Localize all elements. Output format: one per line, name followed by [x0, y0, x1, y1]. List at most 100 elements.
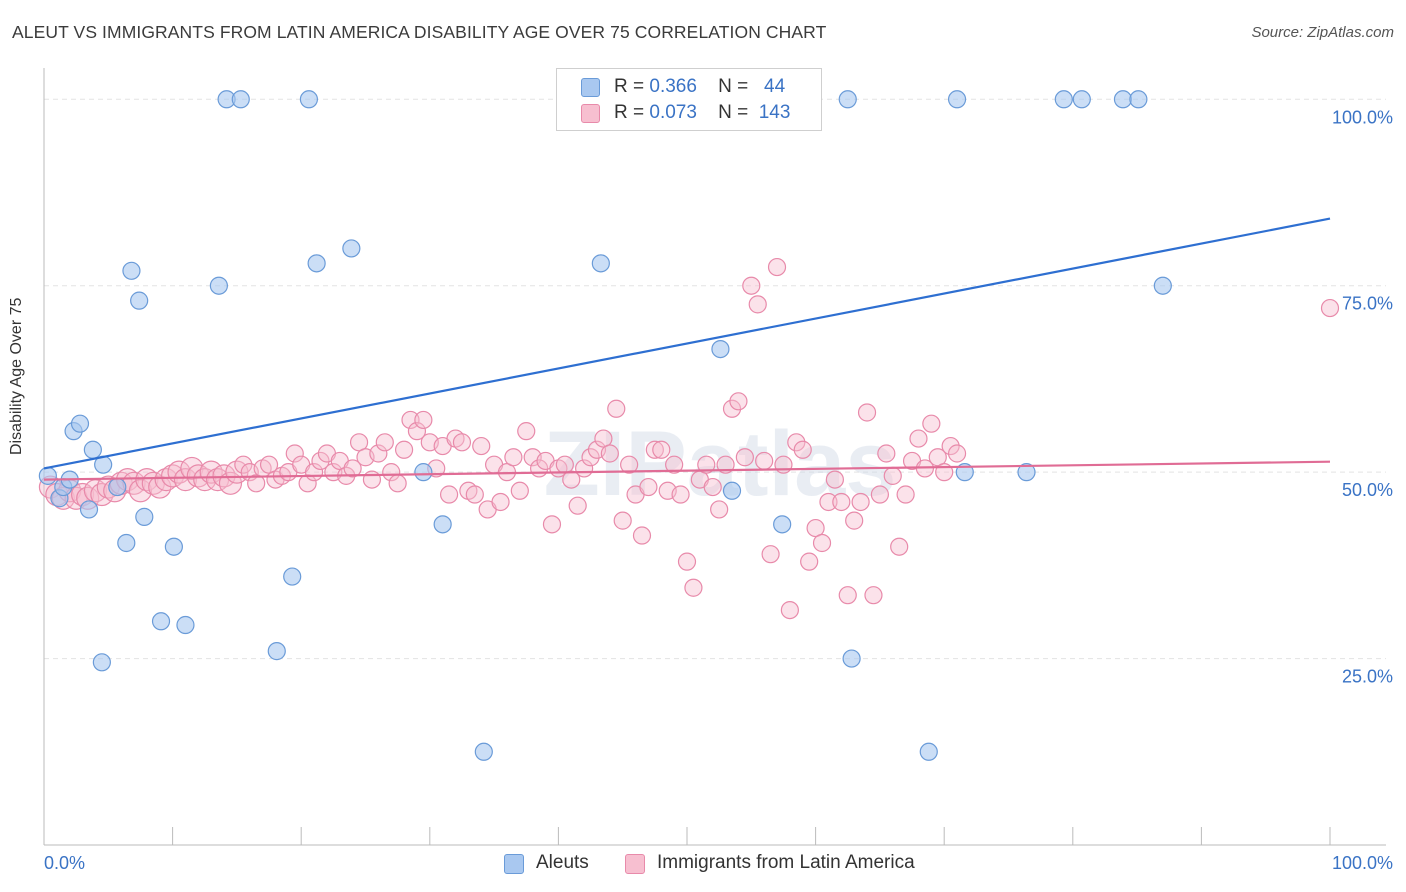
legend-label: Immigrants from Latin America: [657, 852, 915, 873]
latin-point: [632, 526, 652, 545]
latin-point: [472, 436, 491, 456]
latin-point: [491, 492, 510, 512]
series-aleut-points: [38, 90, 1172, 761]
latin-point: [369, 444, 388, 463]
legend-n-value: 143: [758, 102, 791, 123]
latin-point: [517, 422, 536, 441]
aleut-point: [122, 261, 141, 280]
latin-point: [652, 440, 671, 459]
latin-point: [832, 492, 851, 512]
legend-r-value: 0.073: [649, 102, 697, 123]
legend-r-label: R =: [614, 102, 645, 123]
legend-n-label: N =: [718, 102, 749, 123]
latin-point: [665, 455, 684, 474]
latin-point: [857, 403, 877, 422]
latin-point: [838, 586, 857, 605]
latin-point: [1320, 298, 1340, 318]
latin-point: [234, 455, 253, 474]
latin-point: [864, 586, 883, 605]
latin-point: [414, 410, 433, 430]
latin-point: [343, 459, 362, 478]
trend-lines: [43, 217, 1331, 481]
latin-point: [581, 448, 600, 467]
aleut-point: [1153, 276, 1172, 295]
latin-point: [793, 440, 812, 459]
latin-point: [748, 295, 767, 314]
aleut-point: [130, 291, 149, 310]
aleut-swatch: [504, 854, 524, 874]
latin-point: [285, 444, 304, 463]
legend-n-label: N =: [718, 76, 749, 97]
latin-point: [639, 477, 658, 497]
legend-n-value: 44: [764, 76, 786, 97]
aleut-point: [342, 239, 361, 258]
latin-point: [851, 492, 870, 512]
latin-point: [568, 496, 587, 515]
aleut-swatch: [581, 78, 600, 97]
latin-point: [677, 552, 697, 571]
latin-point: [186, 464, 210, 488]
latin-point: [890, 537, 909, 556]
latin-point: [394, 440, 414, 459]
aleut-point: [414, 463, 433, 482]
latin-point: [787, 433, 806, 452]
aleut-point: [1113, 90, 1133, 109]
latin-point: [388, 474, 407, 493]
y-axis-label: Disability Age Over 75: [8, 297, 25, 455]
aleut-point: [108, 477, 127, 497]
aleut-point: [79, 500, 99, 519]
aleut-point: [1054, 90, 1073, 109]
aleut-point: [267, 642, 286, 661]
aleut-point: [591, 254, 610, 273]
latin-point: [883, 466, 902, 485]
legend-label: Aleuts: [536, 852, 589, 873]
source-credit: Source: ZipAtlas.com: [1251, 24, 1394, 41]
latin-point: [504, 448, 523, 467]
latin-point: [311, 451, 330, 471]
latin-point: [755, 451, 774, 471]
aleut-point: [283, 567, 302, 586]
latin-point: [761, 545, 780, 564]
aleut-point: [711, 340, 730, 359]
aleut-point: [209, 276, 228, 295]
aleut-point: [773, 515, 792, 534]
latin-point: [812, 533, 832, 553]
latin-point: [382, 463, 401, 482]
aleut-point: [176, 615, 195, 635]
aleut-point: [838, 90, 857, 109]
aleut-point: [1017, 463, 1036, 482]
latin-point: [613, 511, 632, 530]
latin-point: [600, 444, 619, 463]
latin-point: [684, 578, 703, 597]
latin-point: [825, 470, 844, 489]
aleut-point: [722, 481, 742, 500]
latin-point: [439, 485, 459, 504]
latin-point: [941, 436, 960, 456]
aleut-point: [433, 515, 452, 534]
correlation-legend: R = 0.366 N = 44 R = 0.073 N = 143: [556, 68, 822, 131]
latin-point: [845, 511, 864, 530]
latin-point: [774, 455, 793, 474]
aleut-point: [151, 612, 171, 631]
latin-point: [452, 433, 472, 452]
latin-point: [407, 422, 427, 441]
y-tick-label: 25.0%: [1342, 667, 1393, 687]
latin-point: [465, 485, 484, 504]
latin-point: [362, 470, 382, 489]
latin-trend-line: [43, 460, 1331, 481]
latin-point: [620, 455, 639, 474]
latin-point: [128, 479, 153, 503]
latin-point: [780, 600, 799, 620]
latin-point: [542, 515, 562, 534]
aleut-point: [919, 742, 938, 761]
latin-point: [154, 468, 178, 492]
latin-swatch: [581, 104, 600, 123]
latin-point: [722, 399, 742, 418]
latin-point: [896, 485, 915, 504]
legend-r-label: R =: [614, 76, 645, 97]
latin-point: [703, 477, 722, 497]
latin-point: [742, 276, 761, 295]
latin-point: [135, 468, 159, 492]
x-tick-label: 100.0%: [1332, 853, 1393, 873]
